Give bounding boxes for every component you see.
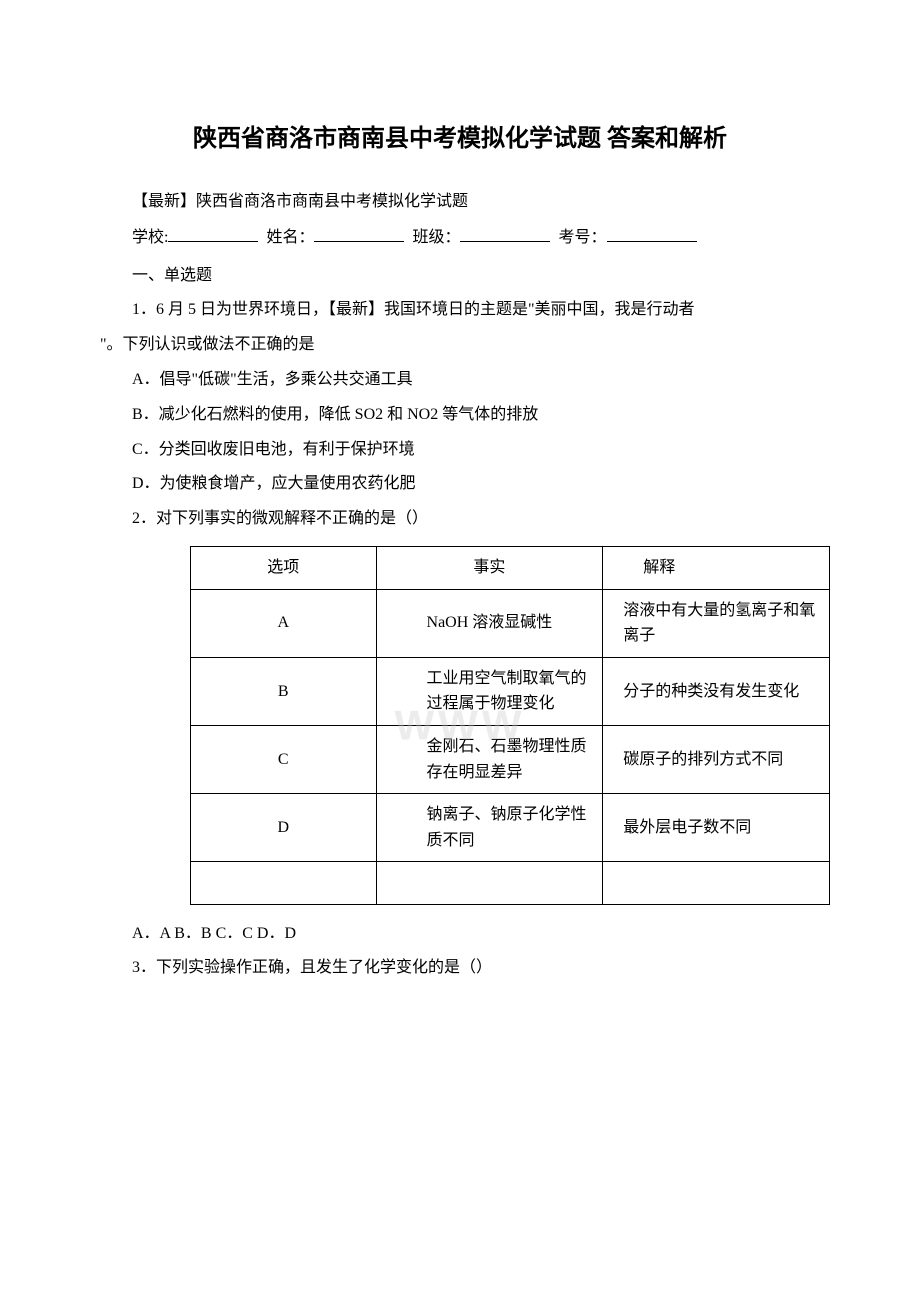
- cell-fact-b: 工业用空气制取氧气的过程属于物理变化: [376, 657, 603, 725]
- cell-fact-a: NaOH 溶液显碱性: [376, 589, 603, 657]
- table-empty-row: [191, 862, 830, 905]
- table-row: D 钠离子、钠原子化学性质不同 最外层电子数不同: [191, 794, 830, 862]
- cell-fact-c: 金刚石、石墨物理性质存在明显差异: [376, 725, 603, 793]
- examno-label: 考号：: [558, 229, 606, 246]
- q1-stem-line2: "。下列认识或做法不正确的是: [100, 331, 820, 360]
- cell-opt-a: A: [191, 589, 377, 657]
- examno-blank: [607, 241, 697, 242]
- q1-option-c: C．分类回收废旧电池，有利于保护环境: [100, 436, 820, 465]
- table-row: B 工业用空气制取氧气的过程属于物理变化 分子的种类没有发生变化: [191, 657, 830, 725]
- q2-answers: A．A B．B C．C D．D: [100, 921, 820, 947]
- name-blank: [314, 241, 404, 242]
- table-row: C 金刚石、石墨物理性质存在明显差异 碳原子的排列方式不同: [191, 725, 830, 793]
- empty-cell: [376, 862, 603, 905]
- school-blank: [168, 241, 258, 242]
- intro-text: 【最新】陕西省商洛市商南县中考模拟化学试题: [100, 188, 820, 217]
- cell-explain-b: 分子的种类没有发生变化: [603, 657, 830, 725]
- q1-option-b: B．减少化石燃料的使用，降低 SO2 和 NO2 等气体的排放: [100, 401, 820, 430]
- class-blank: [460, 241, 550, 242]
- form-line: 学校: 姓名： 班级： 考号：: [100, 225, 820, 251]
- q1-stem-line1: 1．6 月 5 日为世界环境日，【最新】我国环境日的主题是"美丽中国，我是行动者: [100, 296, 820, 325]
- cell-opt-d: D: [191, 794, 377, 862]
- q1-option-a: A．倡导"低碳"生活，多乘公共交通工具: [100, 366, 820, 395]
- cell-opt-c: C: [191, 725, 377, 793]
- school-label: 学校:: [132, 229, 168, 246]
- cell-opt-b: B: [191, 657, 377, 725]
- section-header: 一、单选题: [100, 263, 820, 289]
- header-fact: 事实: [376, 546, 603, 589]
- q2-stem: 2．对下列事实的微观解释不正确的是（）: [100, 505, 820, 534]
- cell-fact-d: 钠离子、钠原子化学性质不同: [376, 794, 603, 862]
- q3-stem: 3．下列实验操作正确，且发生了化学变化的是（）: [100, 954, 820, 983]
- empty-cell: [603, 862, 830, 905]
- header-option: 选项: [191, 546, 377, 589]
- page-title: 陕西省商洛市商南县中考模拟化学试题 答案和解析: [100, 120, 820, 158]
- class-label: 班级：: [412, 229, 460, 246]
- cell-explain-d: 最外层电子数不同: [603, 794, 830, 862]
- q1-option-d: D．为使粮食增产，应大量使用农药化肥: [100, 470, 820, 499]
- name-label: 姓名：: [266, 229, 314, 246]
- table-row: A NaOH 溶液显碱性 溶液中有大量的氢离子和氧离子: [191, 589, 830, 657]
- header-explain: 解释: [603, 546, 830, 589]
- empty-cell: [191, 862, 377, 905]
- q2-table: 选项 事实 解释 A NaOH 溶液显碱性 溶液中有大量的氢离子和氧离子 B 工…: [190, 546, 830, 905]
- table-header-row: 选项 事实 解释: [191, 546, 830, 589]
- cell-explain-a: 溶液中有大量的氢离子和氧离子: [603, 589, 830, 657]
- cell-explain-c: 碳原子的排列方式不同: [603, 725, 830, 793]
